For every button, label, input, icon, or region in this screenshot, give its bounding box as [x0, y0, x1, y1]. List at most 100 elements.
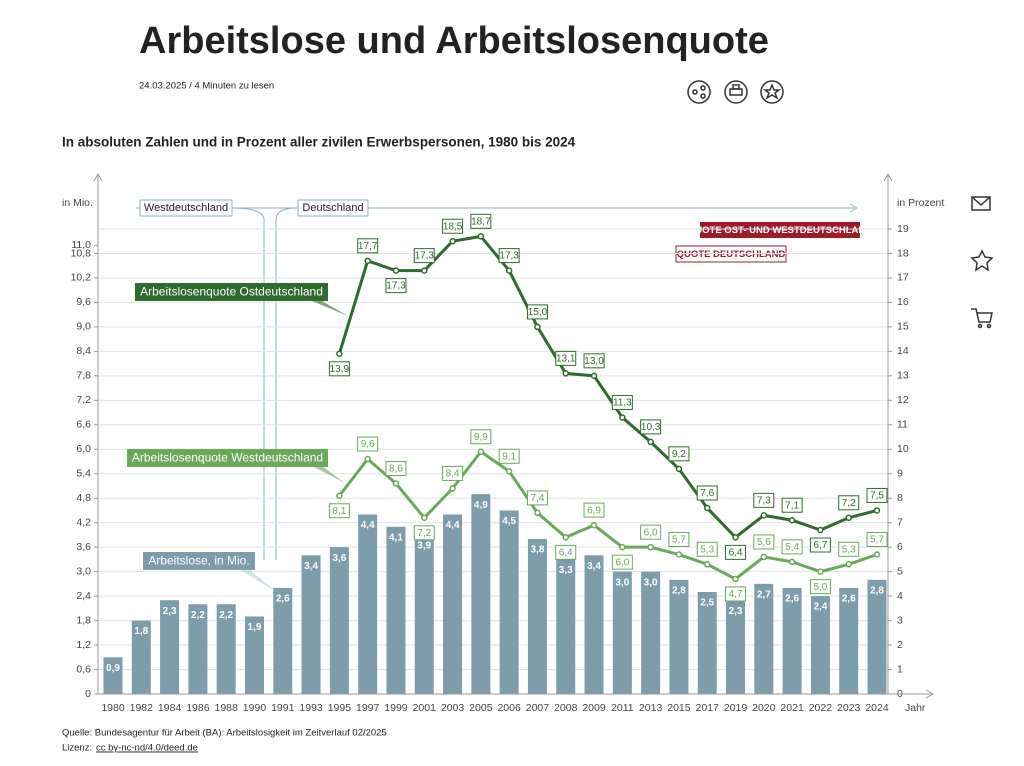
- x-tick-label: 1999: [384, 702, 408, 714]
- bar: [669, 579, 689, 694]
- point: [845, 561, 852, 568]
- chart: 01234567891011121314151617181900,61,21,8…: [71, 172, 935, 714]
- bar-label: 1,8: [134, 626, 148, 637]
- icon: [732, 84, 740, 90]
- bar: [386, 526, 406, 694]
- license-link[interactable]: cc by-nc-nd/4.0/deed.de: [96, 743, 198, 754]
- toggle-button[interactable]: [700, 222, 860, 238]
- point-label: 5,7: [672, 535, 686, 546]
- bar: [726, 600, 746, 694]
- point-label: 5,0: [813, 582, 827, 593]
- label-box: [866, 532, 888, 547]
- icon: [977, 323, 983, 329]
- label-box: [668, 446, 690, 462]
- y-axis-label: in Mio.: [62, 197, 93, 209]
- bar-label: 4,4: [361, 520, 375, 531]
- label-box: [328, 361, 350, 377]
- point-label: 5,4: [785, 542, 799, 553]
- point: [392, 480, 400, 487]
- y-tick-label: 1,8: [76, 614, 91, 626]
- bar-label: 1,9: [248, 622, 262, 633]
- x-axis-label: Jahr: [905, 702, 926, 714]
- x-tick-label: 2013: [639, 702, 663, 714]
- point: [873, 507, 881, 514]
- bar-label: 3,6: [332, 553, 346, 564]
- label-box: [357, 238, 379, 254]
- bar-label: 4,9: [474, 500, 488, 511]
- y-tick-label: 4,8: [76, 492, 91, 504]
- bar: [273, 587, 293, 694]
- y2-tick-label: 17: [897, 272, 909, 284]
- point: [477, 448, 485, 455]
- bar: [358, 514, 378, 694]
- icon: [986, 323, 992, 329]
- point-label: 6,4: [559, 548, 573, 559]
- x-tick-label: 2011: [611, 702, 634, 714]
- legend-label: Arbeitslosenquote Ostdeutschland: [140, 285, 323, 299]
- y2-tick-label: 1: [897, 663, 903, 675]
- bar-label: 3,9: [417, 541, 431, 552]
- point: [449, 485, 456, 492]
- toggle-label[interactable]: QUOTE DEUTSCHLAND: [677, 249, 786, 260]
- label-box: [640, 524, 662, 540]
- x-tick-label: 1995: [328, 702, 352, 714]
- share-button[interactable]: [687, 80, 711, 104]
- y-tick-label: 9,0: [76, 321, 91, 333]
- point: [364, 257, 371, 265]
- point: [732, 534, 739, 541]
- x-tick-label: 1993: [299, 702, 323, 714]
- label-box: [555, 350, 577, 366]
- label-box: [809, 579, 831, 595]
- y-tick-label: 6,0: [76, 443, 91, 455]
- favorite-button[interactable]: [760, 80, 784, 104]
- x-tick-label: 2017: [696, 702, 720, 714]
- page-title: Arbeitslose und Arbeitslosenquote: [139, 20, 769, 62]
- point: [873, 551, 881, 558]
- icon: [692, 89, 698, 95]
- x-tick-label: 2021: [780, 702, 804, 714]
- point: [703, 561, 711, 568]
- bar-label: 2,2: [191, 610, 205, 621]
- label-box: [526, 304, 548, 320]
- bar-label: 2,5: [700, 598, 714, 609]
- legend-box: [127, 449, 328, 467]
- label-box: [696, 541, 718, 557]
- toggle-button[interactable]: [675, 245, 787, 263]
- point: [505, 468, 513, 475]
- y-tick-label: 9,6: [76, 296, 91, 308]
- watchlist-icon[interactable]: [970, 249, 994, 272]
- x-tick-label: 2003: [441, 702, 465, 714]
- point: [477, 233, 485, 240]
- bar-label: 2,2: [219, 610, 233, 621]
- label-box: [781, 497, 803, 513]
- bar: [641, 571, 661, 694]
- point: [675, 551, 683, 558]
- y2-tick-label: 16: [897, 296, 909, 308]
- y-tick-label: 3,6: [76, 541, 91, 553]
- legend-label: Arbeitslosenquote Westdeutschland: [132, 451, 323, 465]
- label-box: [838, 495, 860, 511]
- bar-label: 4,5: [502, 516, 516, 527]
- cart-icon[interactable]: [971, 308, 993, 323]
- point-label: 13,9: [330, 364, 350, 375]
- print-button[interactable]: [724, 80, 748, 104]
- newsletter-icon[interactable]: [971, 196, 991, 211]
- bar: [556, 559, 576, 694]
- line: [337, 234, 878, 540]
- bar-label: 3,0: [644, 577, 658, 588]
- y2-axis-label: in Prozent: [897, 197, 944, 209]
- y2-tick-label: 5: [897, 565, 903, 577]
- bar-label: 2,6: [785, 594, 799, 605]
- line: [338, 449, 878, 581]
- legend-label: Arbeitslose, in Mio.: [148, 554, 249, 568]
- source: Quelle: Bundesagentur für Arbeit (BA): A…: [62, 728, 387, 739]
- point-label: 17,3: [386, 281, 406, 292]
- toggle-label[interactable]: QUOTE OST- UND WESTDEUTSCHLAND: [688, 225, 872, 236]
- point-label: 5,6: [757, 537, 771, 548]
- point: [336, 350, 343, 358]
- y-tick-label: 10,2: [71, 272, 92, 284]
- y2-tick-label: 4: [897, 590, 903, 602]
- point: [788, 516, 796, 524]
- point-label: 7,2: [417, 528, 431, 539]
- label-box: [611, 394, 633, 410]
